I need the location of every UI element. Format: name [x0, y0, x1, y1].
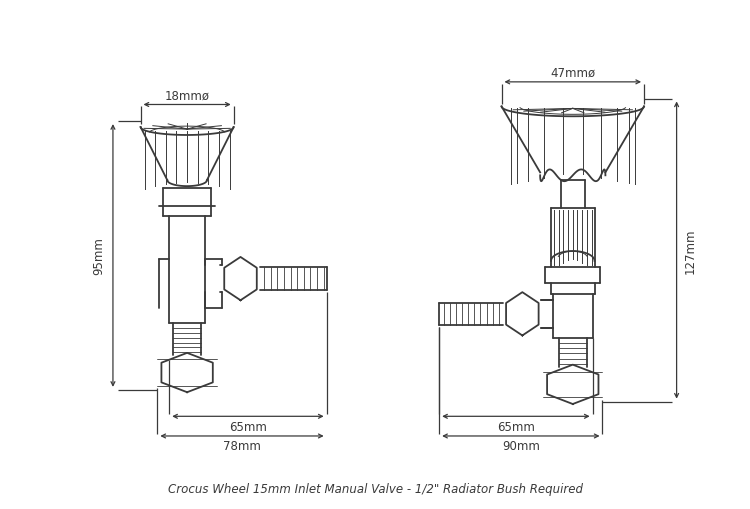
Text: 65mm: 65mm [229, 420, 267, 433]
Text: 90mm: 90mm [502, 439, 540, 453]
Text: 127mm: 127mm [684, 228, 697, 273]
Text: Crocus Wheel 15mm Inlet Manual Valve - 1/2" Radiator Bush Required: Crocus Wheel 15mm Inlet Manual Valve - 1… [167, 482, 583, 495]
Text: 47mmø: 47mmø [550, 66, 596, 79]
Text: 65mm: 65mm [497, 420, 535, 433]
Text: 95mm: 95mm [92, 237, 106, 275]
Text: 78mm: 78mm [223, 439, 261, 453]
Text: 18mmø: 18mmø [164, 89, 209, 102]
